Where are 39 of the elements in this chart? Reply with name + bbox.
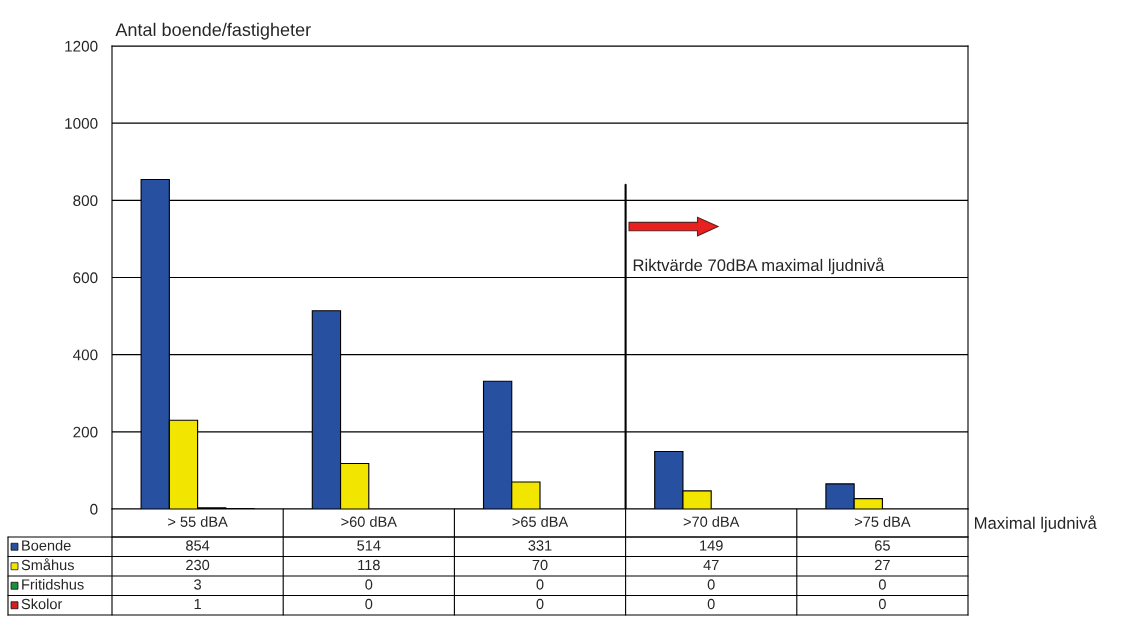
- data-label: 0: [707, 579, 715, 590]
- y-tick-label: 1000: [65, 118, 98, 129]
- y-tick-label: 0: [90, 503, 98, 515]
- data-label: 230: [186, 559, 210, 571]
- y-tick-label: 1200: [65, 40, 98, 52]
- y-tick-label: 400: [72, 349, 98, 361]
- data-label: 70: [532, 559, 548, 571]
- data-label: 118: [358, 559, 380, 571]
- y-axis-title: Antal boende/fastigheter: [115, 22, 311, 40]
- legend-label: Skolor: [21, 598, 63, 610]
- data-label: 854: [186, 540, 210, 551]
- data-label: 3: [194, 579, 202, 590]
- data-label: 0: [878, 598, 886, 610]
- y-tick-label: 600: [73, 272, 98, 284]
- legend-label: Boende: [22, 539, 71, 551]
- x-tick-label: >65 dBA: [512, 516, 569, 527]
- data-label: 0: [365, 598, 373, 610]
- ref-line-label: Riktvärde 70dBA maximal ljudnivå: [633, 257, 885, 275]
- data-label: 0: [878, 579, 886, 590]
- data-label: 331: [528, 540, 552, 551]
- data-label: 0: [536, 579, 544, 590]
- data-label: 27: [875, 559, 890, 571]
- x-tick-label: >70 dBA: [683, 516, 740, 527]
- data-label: 514: [357, 540, 381, 551]
- data-label: 0: [707, 598, 715, 610]
- data-label: 149: [700, 540, 723, 551]
- legend-label: Fritidshus: [22, 578, 84, 590]
- data-label: 0: [536, 598, 544, 610]
- data-label: 0: [365, 579, 373, 590]
- y-tick-label: 800: [73, 195, 98, 207]
- x-axis-title: Maximal ljudnivå: [974, 515, 1097, 533]
- x-tick-label: > 55 dBA: [168, 516, 228, 527]
- legend-label: Småhus: [21, 558, 74, 571]
- data-label: 65: [875, 540, 890, 551]
- x-tick-label: >60 dBA: [341, 516, 397, 527]
- x-tick-label: >75 dBA: [854, 516, 911, 527]
- data-label: 47: [703, 559, 719, 571]
- y-tick-label: 200: [73, 426, 98, 438]
- data-label: 1: [194, 598, 201, 610]
